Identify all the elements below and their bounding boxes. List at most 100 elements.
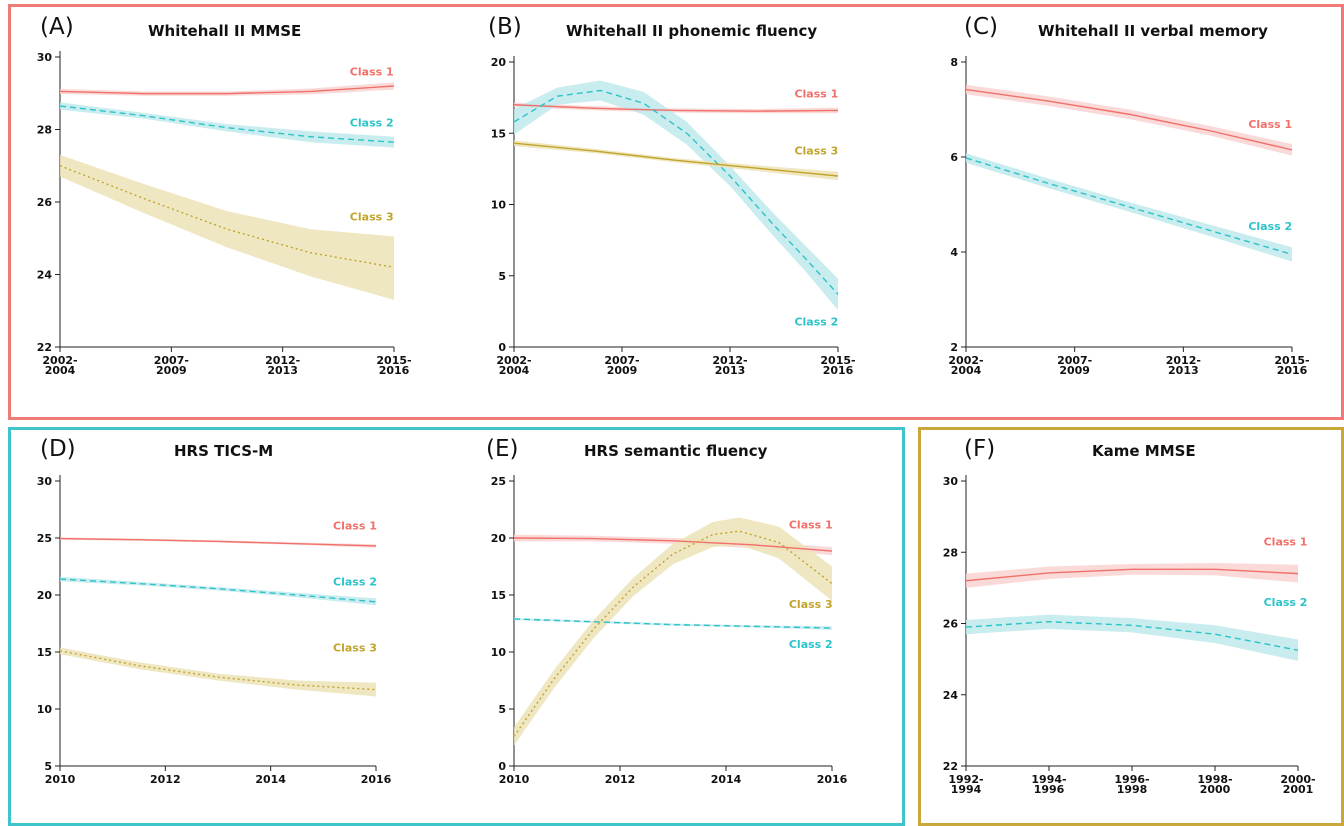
confidence-band-class-2 — [60, 102, 394, 148]
panel-letter: (B) — [488, 14, 522, 40]
panel-a: (A) Whitehall II MMSE 22 24 26 28 30 2002-200… — [20, 12, 440, 407]
x-tick-label: 2010 — [45, 773, 76, 786]
series-line-class-2 — [965, 157, 1293, 256]
series-line-class-1 — [59, 537, 377, 547]
series-label-class-3: Class 3 — [789, 598, 833, 611]
x-tick-label: 2012-2013 — [1166, 354, 1201, 377]
x-tick-label: 1992-1994 — [948, 773, 983, 796]
panel-title: Whitehall II verbal memory — [1038, 22, 1268, 40]
panel-letter: (D) — [40, 436, 76, 462]
series-label-class-1: Class 1 — [333, 519, 377, 532]
y-tick-label: 0 — [498, 760, 506, 773]
whitehall-frame — [8, 4, 1344, 420]
y-tick-label: 15 — [491, 589, 506, 602]
series-line-class-2 — [513, 89, 839, 295]
series-label-class-1: Class 1 — [1264, 536, 1308, 549]
x-tick-label: 2012 — [150, 773, 181, 786]
y-tick-label: 22 — [943, 760, 958, 773]
y-tick-label: 10 — [491, 646, 507, 659]
y-tick-label: 0 — [498, 341, 506, 354]
y-tick-label: 24 — [37, 269, 53, 282]
panel-title: HRS semantic fluency — [584, 442, 768, 460]
panel-letter: (A) — [40, 14, 74, 40]
y-tick-label: 4 — [950, 246, 958, 259]
y-tick-label: 26 — [943, 618, 959, 631]
y-tick-label: 22 — [37, 341, 52, 354]
series-label-class-3: Class 3 — [350, 211, 394, 224]
series-line-class-1 — [965, 88, 1293, 151]
x-tick-label: 2015-2016 — [820, 354, 855, 377]
y-tick-label: 24 — [943, 689, 959, 702]
y-tick-label: 20 — [491, 532, 507, 545]
series-line-class-1 — [59, 85, 395, 95]
series-label-class-3: Class 3 — [333, 641, 377, 654]
confidence-band-class-3 — [60, 647, 376, 697]
panel-letter: (F) — [964, 436, 996, 462]
x-tick-label: 2012-2013 — [265, 354, 300, 377]
x-tick-label: 2016 — [361, 773, 392, 786]
series-label-class-1: Class 1 — [794, 87, 838, 100]
confidence-band-class-3 — [514, 517, 832, 746]
y-tick-label: 6 — [950, 151, 958, 164]
series-label-class-2: Class 2 — [350, 116, 394, 129]
series-line-class-2 — [59, 105, 395, 143]
y-tick-label: 15 — [491, 127, 506, 140]
series-line-class-1 — [513, 537, 833, 552]
series-label-class-1: Class 1 — [350, 66, 394, 79]
confidence-band-class-2 — [966, 614, 1298, 661]
chart-b: 0 5 10 15 20 2002-2004 2007-2009 2012-2013 2015-… — [491, 56, 856, 377]
series-label-class-2: Class 2 — [1264, 596, 1308, 609]
panel-title: Kame MMSE — [1092, 442, 1196, 460]
x-tick-label: 2012-2013 — [712, 354, 747, 377]
panel-letter: (C) — [964, 14, 999, 40]
chart-e: 0 5 10 15 20 25 2010 2012 2014 2016 Class 1 Class 2… — [491, 475, 848, 786]
x-tick-label: 2002-2004 — [42, 354, 77, 377]
confidence-band-class-1 — [514, 102, 838, 114]
series-line-class-3 — [513, 530, 833, 737]
y-tick-label: 15 — [37, 646, 52, 659]
series-line-class-1 — [965, 568, 1299, 582]
confidence-band-class-2 — [60, 576, 376, 606]
series-line-class-2 — [513, 618, 833, 629]
y-tick-label: 25 — [491, 475, 506, 488]
series-line-class-2 — [59, 578, 377, 603]
chart-c: 2 4 6 8 2002-2004 2007-2009 2012-2013 2015-2016… — [948, 56, 1310, 377]
chart-a: 22 24 26 28 30 2002-2004 2007-2009 2012-2013 201… — [37, 51, 412, 377]
x-tick-label: 2002-2004 — [948, 354, 983, 377]
hrs-frame — [8, 427, 905, 826]
series-label-class-2: Class 2 — [789, 638, 833, 651]
x-tick-label: 1996-1998 — [1114, 773, 1149, 796]
confidence-band-class-3 — [60, 154, 394, 300]
y-tick-label: 28 — [943, 546, 958, 559]
series-label-class-3: Class 3 — [794, 144, 838, 157]
y-tick-label: 20 — [491, 56, 507, 69]
x-tick-label: 2007-2009 — [604, 354, 639, 377]
panel-letter: (E) — [486, 436, 519, 462]
x-tick-label: 2007-2009 — [1057, 354, 1092, 377]
kame-frame — [918, 427, 1344, 826]
x-tick-label: 2014 — [255, 773, 286, 786]
confidence-band-class-2 — [514, 617, 832, 630]
x-tick-label: 2007-2009 — [154, 354, 189, 377]
y-tick-label: 30 — [37, 475, 53, 488]
series-label-class-1: Class 1 — [789, 518, 833, 531]
series-line-class-3 — [59, 650, 377, 691]
y-tick-label: 8 — [950, 56, 958, 69]
panel-e: (E) HRS semantic fluency 0 5 10 15 20 25 2010 2… — [466, 436, 886, 816]
x-tick-label: 1994-1996 — [1031, 773, 1066, 796]
chart-d: 5 10 15 20 25 30 2010 2012 2014 2016 Class 1 Class … — [37, 475, 392, 786]
panel-title: HRS TICS-M — [174, 442, 274, 460]
confidence-band-class-2 — [514, 80, 838, 310]
x-tick-label: 2015-2016 — [376, 354, 411, 377]
y-tick-label: 30 — [943, 475, 959, 488]
x-tick-label: 2012 — [605, 773, 636, 786]
y-tick-label: 30 — [37, 51, 53, 64]
y-tick-label: 5 — [498, 703, 506, 716]
panel-title: Whitehall II MMSE — [148, 22, 302, 40]
series-label-class-2: Class 2 — [333, 575, 377, 588]
x-tick-label: 2015-2016 — [1274, 354, 1309, 377]
x-tick-label: 2010 — [499, 773, 530, 786]
x-tick-label: 2014 — [711, 773, 742, 786]
y-tick-label: 10 — [37, 703, 53, 716]
confidence-band-class-1 — [966, 84, 1292, 156]
